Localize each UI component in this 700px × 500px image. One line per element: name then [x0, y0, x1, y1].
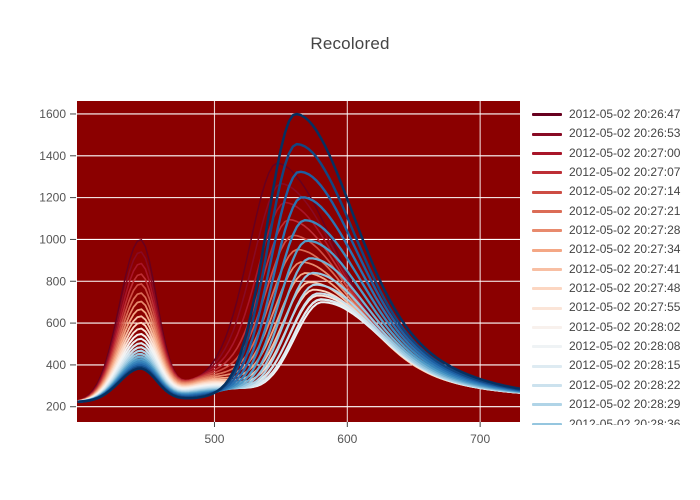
legend-item[interactable]: 2012-05-02 20:27:34: [532, 240, 698, 259]
legend-swatch-line: [532, 403, 562, 407]
series-line[interactable]: [77, 257, 520, 403]
legend-item[interactable]: 2012-05-02 20:26:47: [532, 105, 698, 124]
legend-item[interactable]: 2012-05-02 20:28:15: [532, 356, 698, 375]
legend-label: 2012-05-02 20:28:29: [569, 397, 681, 412]
legend-swatch-line: [532, 113, 562, 117]
legend-item[interactable]: 2012-05-02 20:28:08: [532, 337, 698, 356]
legend-swatch-line: [532, 209, 562, 213]
legend-label: 2012-05-02 20:27:34: [569, 242, 681, 257]
legend-item[interactable]: 2012-05-02 20:28:22: [532, 376, 698, 395]
y-tick-label: 200: [46, 400, 66, 414]
legend-swatch-line: [532, 287, 562, 291]
legend-label: 2012-05-02 20:27:00: [569, 145, 681, 160]
y-tick-label: 400: [46, 358, 66, 372]
y-tick-label: 1000: [39, 232, 66, 246]
legend-label: 2012-05-02 20:27:07: [569, 165, 681, 180]
axes: 500 600 700 200 400 600 800 1000 1200 1400 1600: [39, 107, 490, 446]
legend-item[interactable]: 2012-05-02 20:28:29: [532, 395, 698, 414]
legend-label: 2012-05-02 20:28:22: [569, 377, 681, 392]
legend-swatch-line: [532, 229, 562, 233]
y-tick-label: 600: [46, 316, 66, 330]
legend-label: 2012-05-02 20:27:48: [569, 281, 681, 296]
series-lines: [77, 112, 520, 404]
series-line[interactable]: [77, 112, 520, 404]
legend[interactable]: 2012-05-02 20:26:47 2012-05-02 20:26:53 20…: [532, 105, 698, 425]
legend-item[interactable]: 2012-05-02 20:28:02: [532, 318, 698, 337]
legend-label: 2012-05-02 20:27:21: [569, 203, 681, 218]
legend-label: 2012-05-02 20:27:28: [569, 223, 681, 238]
legend-label: 2012-05-02 20:27:14: [569, 184, 681, 199]
legend-swatch-line: [532, 190, 562, 194]
series-line[interactable]: [77, 271, 520, 403]
legend-item[interactable]: 2012-05-02 20:27:48: [532, 279, 698, 298]
legend-item[interactable]: 2012-05-02 20:27:07: [532, 163, 698, 182]
legend-item[interactable]: 2012-05-02 20:27:14: [532, 182, 698, 201]
y-tick-label: 1200: [39, 191, 66, 205]
legend-item[interactable]: 2012-05-02 20:27:00: [532, 144, 698, 163]
legend-label: 2012-05-02 20:28:08: [569, 339, 681, 354]
y-tick-label: 800: [46, 274, 66, 288]
legend-swatch-line: [532, 267, 562, 271]
legend-item[interactable]: 2012-05-02 20:27:21: [532, 202, 698, 221]
legend-swatch-line: [532, 171, 562, 175]
legend-swatch-line: [532, 248, 562, 252]
chart-title: Recolored: [310, 34, 390, 53]
legend-swatch-line: [532, 364, 562, 368]
y-tick-label: 1400: [39, 149, 66, 163]
series-line[interactable]: [77, 239, 520, 403]
legend-label: 2012-05-02 20:28:02: [569, 319, 681, 334]
y-tick-label: 1600: [39, 107, 66, 121]
gridlines: [77, 101, 520, 422]
legend-item[interactable]: 2012-05-02 20:28:36: [532, 415, 698, 426]
legend-item[interactable]: 2012-05-02 20:27:41: [532, 260, 698, 279]
legend-item[interactable]: 2012-05-02 20:27:55: [532, 298, 698, 317]
legend-label: 2012-05-02 20:28:36: [569, 416, 681, 426]
legend-item[interactable]: 2012-05-02 20:26:53: [532, 124, 698, 143]
legend-swatch-line: [532, 422, 562, 425]
x-tick-label: 700: [470, 432, 490, 446]
legend-label: 2012-05-02 20:27:55: [569, 300, 681, 315]
legend-swatch-line: [532, 132, 562, 136]
legend-swatch-line: [532, 325, 562, 329]
legend-swatch-line: [532, 383, 562, 387]
legend-swatch-line: [532, 345, 562, 349]
legend-swatch-line: [532, 306, 562, 310]
x-tick-label: 500: [204, 432, 224, 446]
legend-item[interactable]: 2012-05-02 20:27:28: [532, 221, 698, 240]
legend-swatch-line: [532, 151, 562, 155]
legend-label: 2012-05-02 20:28:15: [569, 358, 681, 373]
x-tick-label: 600: [337, 432, 357, 446]
legend-label: 2012-05-02 20:27:41: [569, 261, 681, 276]
legend-label: 2012-05-02 20:26:53: [569, 126, 681, 141]
legend-label: 2012-05-02 20:26:47: [569, 107, 681, 121]
